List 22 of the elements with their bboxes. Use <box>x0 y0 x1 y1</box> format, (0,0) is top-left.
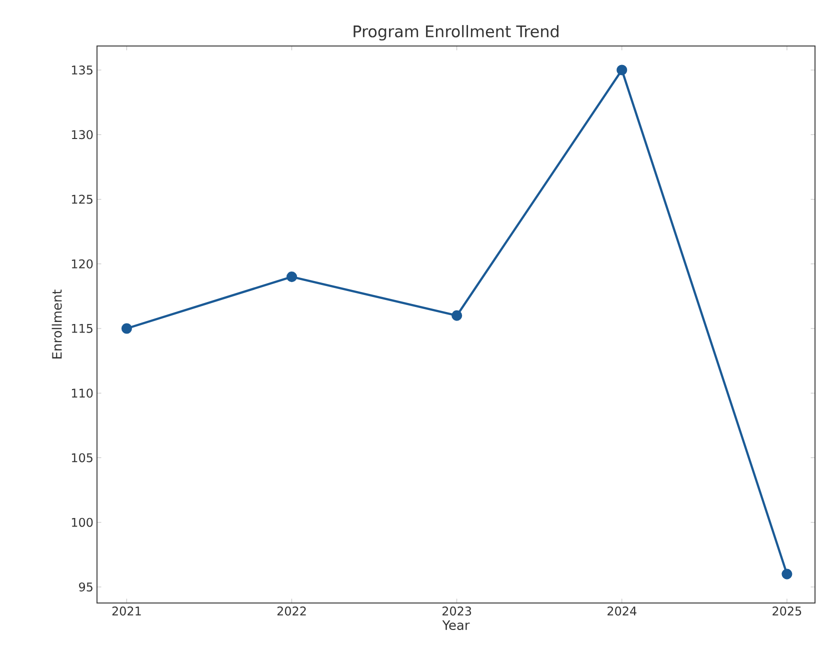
point <box>616 64 628 76</box>
point <box>286 272 298 282</box>
y-axis-title: Enrollment <box>52 290 62 358</box>
point <box>782 568 792 580</box>
chart-title: Program Enrollment Trend <box>354 25 558 40</box>
y-tick-label: 125 <box>72 194 92 204</box>
x-tick-label: 2021 <box>112 606 141 616</box>
y-tick-label: 120 <box>72 259 93 268</box>
x-tick-label: 2025 <box>772 606 802 616</box>
y-tick-label: 135 <box>72 66 92 75</box>
y-tick-label: 100 <box>72 518 93 527</box>
x-tick-label: 2023 <box>442 606 472 616</box>
y-tick-label: 105 <box>72 453 92 462</box>
y-tick-label: 95 <box>79 582 92 592</box>
point <box>452 310 462 321</box>
x-tick-label: 2022 <box>277 606 306 616</box>
point <box>121 323 132 334</box>
x-axis-title: Year <box>442 620 470 630</box>
y-tick-label: 115 <box>72 324 92 333</box>
y-tick-label: 130 <box>72 130 93 140</box>
y-tick-label: 110 <box>72 388 93 398</box>
x-tick-label: 2024 <box>608 606 636 616</box>
